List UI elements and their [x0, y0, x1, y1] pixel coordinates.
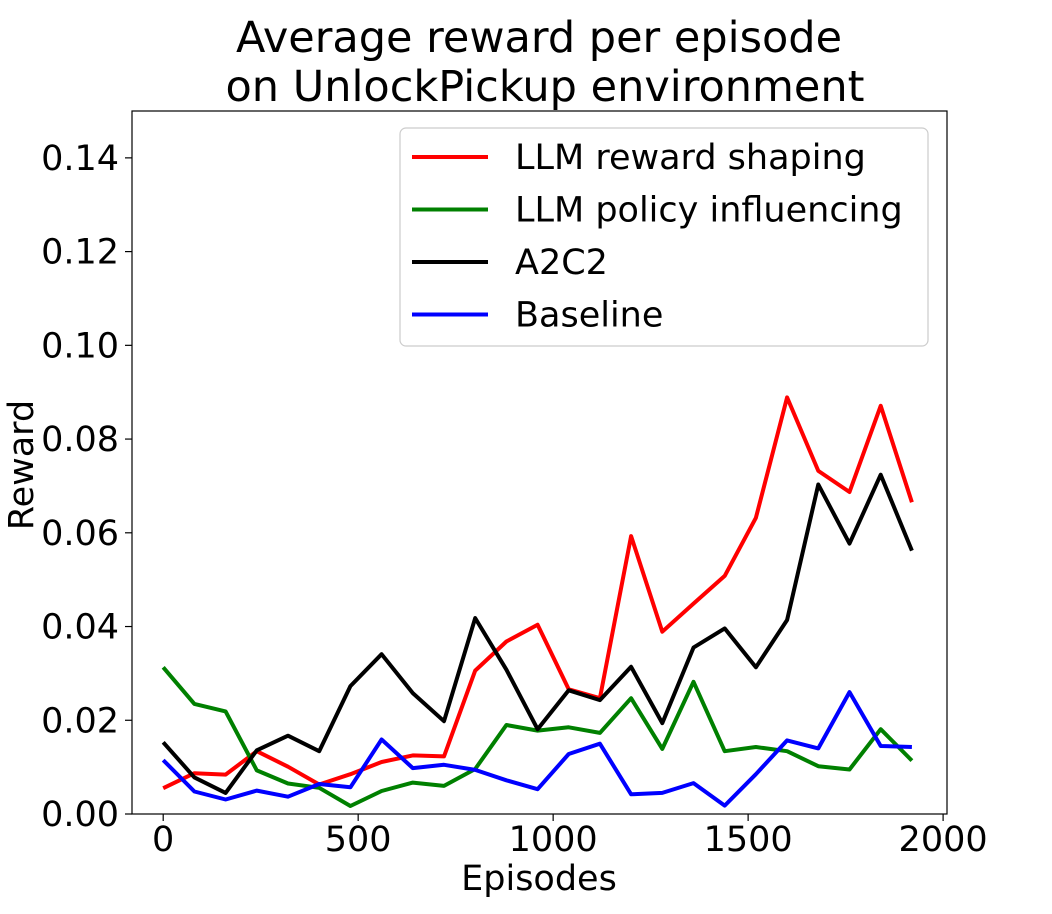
- y-tick-label: 0.06: [41, 514, 119, 554]
- legend-label: A2C2: [515, 243, 608, 283]
- x-tick-label: 2000: [899, 820, 988, 860]
- legend-label: Baseline: [515, 296, 663, 336]
- series-line-3: [161, 690, 912, 808]
- x-tick-label: 500: [325, 820, 392, 860]
- x-axis-label: Episodes: [461, 859, 617, 899]
- y-tick-label: 0.08: [41, 420, 119, 460]
- y-tick-label: 0.04: [41, 608, 119, 648]
- legend-label: LLM policy influencing: [515, 191, 903, 231]
- plot-area-frame: [131, 110, 948, 815]
- x-tick-label: 1000: [509, 820, 598, 860]
- axis-ticks: 0 500 1000 1500 2000 0.00 0.02 0.04 0.06 0.08 0.10…: [41, 139, 988, 860]
- series-line-0: [162, 395, 914, 791]
- legend-box: [399, 127, 929, 347]
- x-tick-label: 0: [152, 820, 174, 860]
- legend-label: LLM reward shaping: [515, 138, 866, 178]
- series-line-1: [161, 666, 914, 808]
- series-line-2: [161, 472, 914, 795]
- chart-title-line-1: Average reward per episode: [236, 13, 842, 63]
- y-axis-label: Reward: [2, 400, 42, 530]
- y-tick-label: 0.12: [41, 233, 119, 273]
- y-tick-label: 0.00: [41, 795, 119, 835]
- chart-title-line-2: on UnlockPickup environment: [226, 62, 865, 112]
- y-tick-label: 0.02: [41, 701, 119, 741]
- y-tick-label: 0.10: [41, 326, 119, 366]
- series-lines: [161, 395, 914, 808]
- legend: LLM reward shaping LLM policy influencing…: [399, 127, 929, 347]
- x-tick-label: 1500: [704, 820, 793, 860]
- y-tick-label: 0.14: [41, 139, 119, 179]
